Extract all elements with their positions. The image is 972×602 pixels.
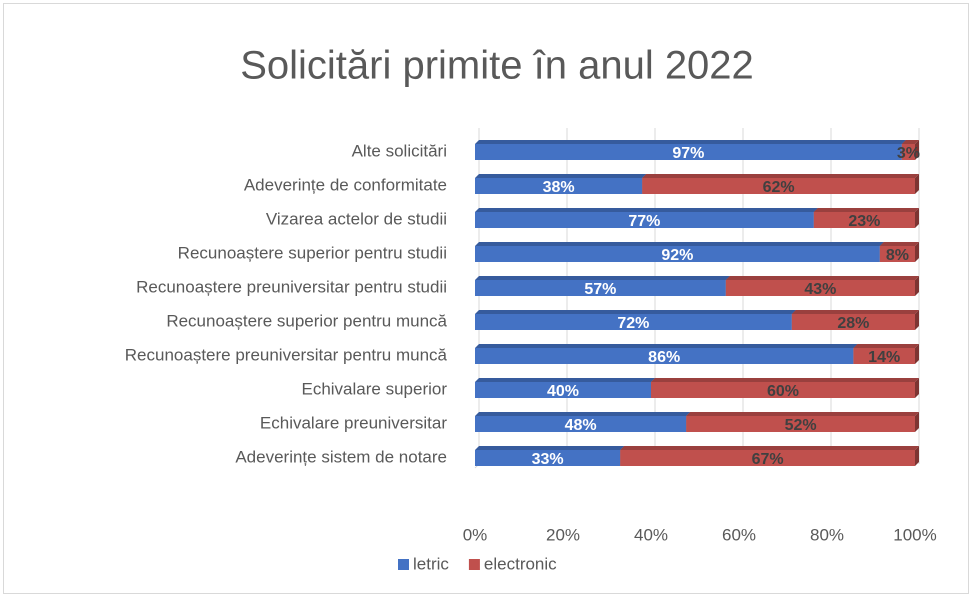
bar-side [915, 310, 919, 330]
data-label: 48% [565, 417, 597, 434]
bar [475, 144, 902, 160]
y-tick-label: Recunoaștere preuniversitar pentru studi… [136, 277, 447, 296]
bar-side [915, 276, 919, 296]
bar [791, 314, 915, 330]
y-tick-label: Echivalare preuniversitar [260, 413, 447, 432]
bar-depth [642, 174, 919, 178]
data-label: 72% [617, 315, 649, 332]
bar-depth [475, 310, 796, 314]
bar-side [915, 446, 919, 466]
y-tick-label: Adeverințe sistem de notare [235, 447, 447, 466]
bar-depth [901, 140, 919, 144]
bar-depth [651, 378, 919, 382]
data-label: 77% [628, 213, 660, 230]
data-label: 28% [837, 315, 869, 332]
legend-label: letric [413, 554, 449, 573]
bar-depth [475, 276, 730, 280]
data-label: 14% [868, 349, 900, 366]
bar-depth [475, 140, 906, 144]
data-label: 67% [752, 451, 784, 468]
x-tick-label: 0% [463, 525, 488, 544]
y-tick-label: Recunoaștere superior pentru muncă [166, 311, 447, 330]
data-label: 8% [886, 247, 909, 264]
bar [853, 348, 915, 364]
bar-side [915, 174, 919, 194]
legend-swatch [468, 559, 480, 570]
x-tick-label: 40% [634, 525, 668, 544]
legend-label: electronic [484, 554, 557, 573]
bar [651, 382, 915, 398]
bar [725, 280, 915, 296]
y-tick-label: Vizarea actelor de studii [266, 209, 447, 228]
bar-side [915, 378, 919, 398]
bar [475, 314, 792, 330]
bar [475, 246, 880, 262]
bar-depth [475, 446, 625, 450]
x-tick-label: 80% [810, 525, 844, 544]
bar-side [915, 412, 919, 432]
y-tick-label: Adeverințe de conformitate [244, 175, 447, 194]
y-tick-label: Echivalare superior [301, 379, 447, 398]
bar-side [915, 344, 919, 364]
data-label: 23% [848, 213, 880, 230]
data-label: 3% [897, 145, 920, 162]
bar-depth [475, 242, 884, 246]
bar [475, 280, 726, 296]
bar-side [915, 242, 919, 262]
bar-side [915, 208, 919, 228]
bar-depth [620, 446, 919, 450]
bar-depth [791, 310, 919, 314]
bar [475, 382, 651, 398]
data-label: 86% [648, 349, 680, 366]
bar [642, 178, 915, 194]
data-label: 60% [767, 383, 799, 400]
data-label: 57% [584, 281, 616, 298]
bar [620, 450, 915, 466]
bar-depth [475, 378, 655, 382]
data-label: 43% [804, 281, 836, 298]
bar [475, 416, 687, 432]
bar [686, 416, 915, 432]
bar-depth [813, 208, 919, 212]
x-tick-label: 100% [893, 525, 936, 544]
bar-depth [725, 276, 919, 280]
data-label: 92% [661, 247, 693, 264]
bar-depth [853, 344, 919, 348]
data-label: 52% [785, 417, 817, 434]
legend-swatch [398, 559, 409, 570]
data-label: 40% [547, 383, 579, 400]
data-label: 33% [532, 451, 564, 468]
bar-depth [475, 344, 858, 348]
bar-depth [475, 208, 818, 212]
x-tick-label: 20% [546, 525, 580, 544]
y-tick-label: Recunoaștere superior pentru studii [178, 243, 447, 262]
bar-side [915, 140, 919, 160]
bar-depth [686, 412, 919, 416]
data-label: 97% [672, 145, 704, 162]
y-tick-label: Recunoaștere preuniversitar pentru muncă [125, 345, 448, 364]
bar-depth [475, 174, 647, 178]
data-label: 38% [543, 179, 575, 196]
chart-border [3, 3, 969, 594]
chart-title: Solicitări primite în anul 2022 [240, 44, 754, 88]
data-label: 62% [763, 179, 795, 196]
bar [475, 450, 621, 466]
bar [879, 246, 915, 262]
bar [475, 178, 643, 194]
bar-depth [879, 242, 919, 246]
bar [901, 144, 915, 160]
bar [475, 212, 814, 228]
bar [813, 212, 915, 228]
y-tick-label: Alte solicitări [352, 141, 447, 160]
bar-depth [475, 412, 691, 416]
x-tick-label: 60% [722, 525, 756, 544]
bar [475, 348, 854, 364]
